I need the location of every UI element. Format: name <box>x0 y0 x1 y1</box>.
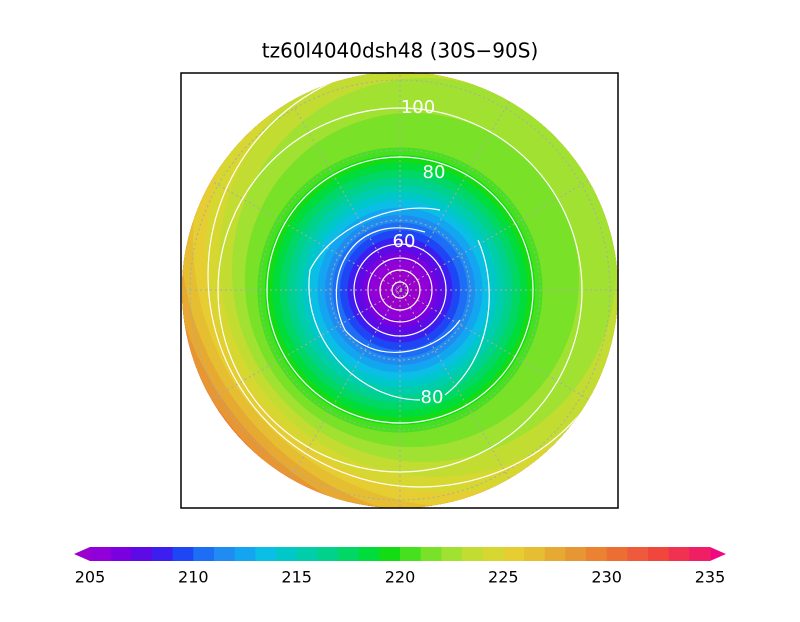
colorbar-box <box>131 547 153 561</box>
contour-label: 60 <box>393 231 416 252</box>
colorbar-tick-label: 225 <box>488 568 519 587</box>
colorbar-box <box>296 547 318 561</box>
colorbar-box <box>400 547 422 561</box>
colorbar-box <box>668 547 690 561</box>
plot-frame <box>180 72 619 509</box>
colorbar-box <box>689 547 711 561</box>
colorbar-box <box>317 547 339 561</box>
colorbar-box <box>110 547 132 561</box>
colorbar-box <box>379 547 401 561</box>
contour-label: 80 <box>423 162 446 183</box>
contour-label: 80 <box>421 387 444 408</box>
colorbar-box <box>482 547 504 561</box>
colorbar-box <box>586 547 608 561</box>
colorbar-box <box>214 547 236 561</box>
colorbar-box <box>648 547 670 561</box>
colorbar-box <box>276 547 298 561</box>
colorbar-tick-label: 220 <box>385 568 416 587</box>
colorbar-over <box>710 547 726 561</box>
colorbar-tick-label: 235 <box>695 568 726 587</box>
colorbar: 205 210 215 220 225 230 235 <box>74 547 726 587</box>
colorbar-box <box>544 547 566 561</box>
colorbar-box <box>358 547 380 561</box>
colorbar-box <box>193 547 215 561</box>
contours <box>207 72 618 488</box>
colorbar-box <box>524 547 546 561</box>
colorbar-box <box>606 547 628 561</box>
colorbar-box <box>503 547 525 561</box>
colorbar-box <box>172 547 194 561</box>
colorbar-box <box>627 547 649 561</box>
graticule <box>182 72 618 508</box>
colorbar-under <box>74 547 90 561</box>
temperature-field <box>182 72 618 508</box>
colorbar-tick-label: 215 <box>281 568 312 587</box>
colorbar-tick-label: 205 <box>75 568 106 587</box>
contour-label: 100 <box>401 97 435 118</box>
colorbar-box <box>152 547 174 561</box>
colorbar-box <box>234 547 256 561</box>
colorbar-tick-label: 210 <box>178 568 209 587</box>
title: tz60l4040dsh48 (30S−90S) <box>262 39 539 63</box>
colorbar-box <box>255 547 277 561</box>
contour-labels: 100 80 60 80 <box>393 97 446 408</box>
colorbar-box <box>462 547 484 561</box>
colorbar-tick-label: 230 <box>591 568 622 587</box>
colorbar-box <box>338 547 360 561</box>
colorbar-box <box>420 547 442 561</box>
colorbar-box <box>441 547 463 561</box>
colorbar-box <box>90 547 112 561</box>
colorbar-box <box>565 547 587 561</box>
